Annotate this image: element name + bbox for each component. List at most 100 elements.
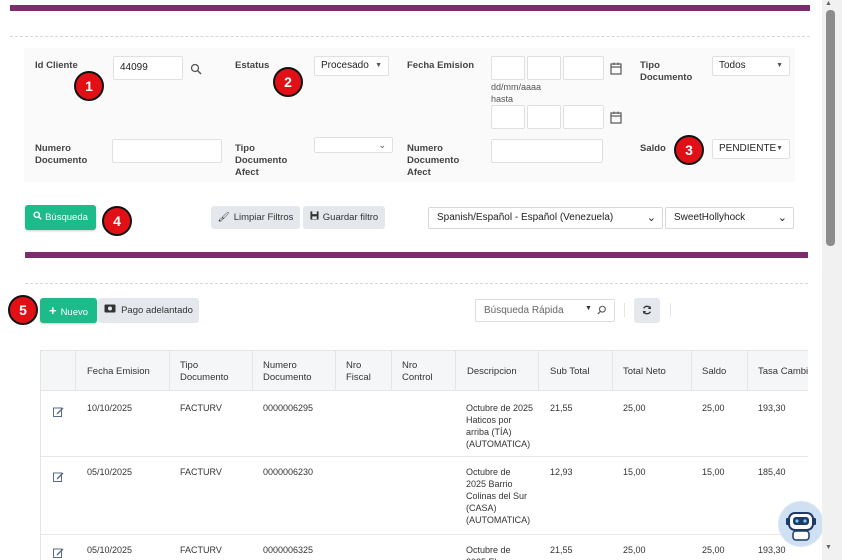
edit-icon[interactable] (53, 547, 64, 560)
chevron-down-icon: ⌄ (777, 212, 787, 224)
chevron-down-icon: ▼ (776, 62, 783, 69)
annotation-badge-3: 3 (674, 135, 704, 165)
quick-search-box[interactable]: Búsqueda Rápida ▼ (475, 299, 615, 322)
date-format-hint: dd/mm/aaaa (491, 82, 542, 92)
refresh-button[interactable] (634, 298, 660, 323)
busqueda-label: Búsqueda (45, 212, 88, 224)
col-divider (612, 351, 613, 391)
fecha-hasta-year[interactable] (563, 105, 604, 129)
cell-saldo: 15,00 (702, 467, 725, 477)
chevron-down-icon: ▼ (375, 62, 382, 69)
calendar-icon[interactable] (610, 111, 622, 124)
col-header-tasa[interactable]: Tasa Cambi (758, 366, 808, 377)
tipo-documento-select[interactable]: Todos ▼ (712, 56, 790, 76)
search-icon[interactable] (190, 63, 202, 75)
fecha-desde-month[interactable] (527, 56, 561, 80)
cell-fecha: 05/10/2025 (87, 545, 133, 555)
calendar-icon[interactable] (610, 62, 622, 75)
cell-subtotal: 21,55 (550, 545, 573, 555)
saldo-select[interactable]: PENDIENTE ▼ (712, 139, 790, 159)
numero-documento-input[interactable] (112, 139, 222, 163)
col-header-totalneto[interactable]: Total Neto (623, 366, 666, 377)
saldo-value: PENDIENTE (719, 143, 777, 154)
estatus-select[interactable]: Procesado ▼ (314, 56, 389, 76)
fecha-desde-year[interactable] (563, 56, 604, 80)
fecha-desde-day[interactable] (491, 56, 525, 80)
col-divider (391, 351, 392, 391)
estatus-value: Procesado (321, 60, 369, 71)
theme-value: SweetHollyhock (674, 212, 746, 223)
saldo-label: Saldo (640, 143, 666, 154)
id-cliente-input[interactable]: 44099 (113, 56, 183, 80)
divider (25, 283, 808, 284)
scroll-down-arrow[interactable]: ▼ (825, 544, 832, 551)
cell-numero: 0000006295 (263, 403, 314, 413)
cell-tipo: FACTURV (180, 467, 222, 477)
nuevo-button[interactable]: + Nuevo (40, 298, 97, 323)
col-header-tipo[interactable]: Tipo Documento (180, 360, 229, 383)
fecha-hasta-month[interactable] (527, 105, 561, 129)
pago-label: Pago adelantado (121, 305, 193, 317)
cell-descripcion: Octubre de 2025 El (466, 545, 511, 560)
scroll-up-arrow[interactable]: ▲ (825, 0, 832, 7)
data-table: Fecha Emision Tipo Documento Numero Docu… (40, 350, 808, 560)
limpiar-filtros-button[interactable]: 🖌 Limpiar Filtros (211, 206, 300, 229)
save-icon (310, 206, 319, 229)
scrollbar-thumb[interactable] (826, 10, 835, 246)
col-header-fiscal[interactable]: Nro Fiscal (346, 360, 371, 383)
toolbar-separator (624, 303, 625, 317)
guardar-label: Guardar filtro (322, 212, 379, 224)
cell-saldo: 25,00 (702, 545, 725, 555)
annotation-badge-2: 2 (273, 67, 303, 97)
quick-search-placeholder: Búsqueda Rápida (484, 305, 564, 316)
tipo-documento-afect-select[interactable]: ⌄ (314, 137, 393, 153)
annotation-badge-4: 4 (102, 206, 132, 236)
cell-numero: 0000006325 (263, 545, 314, 555)
table-row (41, 457, 808, 535)
tipo-documento-label: Tipo Documento (640, 60, 693, 83)
col-divider (538, 351, 539, 391)
col-header-fecha[interactable]: Fecha Emision (87, 366, 150, 377)
id-cliente-label: Id Cliente (35, 60, 78, 71)
language-value: Spanish/Español - Español (Venezuela) (437, 212, 614, 223)
table-header (41, 351, 808, 391)
language-select[interactable]: Spanish/Español - Español (Venezuela) ⌄ (428, 207, 663, 229)
col-header-descripcion[interactable]: Descripcion (467, 366, 517, 377)
numero-documento-label: Numero Documento (35, 143, 88, 166)
annotation-badge-5: 5 (8, 295, 38, 325)
edit-icon[interactable] (53, 406, 64, 420)
top-header-bar (10, 5, 810, 11)
col-header-control[interactable]: Nro Control (402, 360, 433, 383)
col-divider (747, 351, 748, 391)
section-divider-bar (25, 252, 808, 258)
cell-descripcion: Octubre de 2025 Barrio Colinas del Sur (… (466, 467, 531, 525)
busqueda-button[interactable]: Búsqueda (25, 205, 96, 230)
guardar-filtro-button[interactable]: Guardar filtro (303, 206, 385, 229)
fecha-hasta-day[interactable] (491, 105, 525, 129)
chevron-down-icon: ⌄ (378, 140, 386, 150)
caret-down-icon: ▼ (585, 305, 592, 312)
numero-documento-afect-label: Numero Documento Afect (407, 143, 460, 178)
pago-adelantado-button[interactable]: Pago adelantado (98, 298, 199, 323)
theme-select[interactable]: SweetHollyhock ⌄ (665, 207, 794, 229)
cell-tipo: FACTURV (180, 403, 222, 413)
cell-descripcion: Octubre de 2025 Haticos por arriba (TÍA)… (466, 403, 534, 449)
tipo-documento-value: Todos (719, 60, 746, 71)
cell-totalneto: 15,00 (623, 467, 646, 477)
col-header-subtotal[interactable]: Sub Total (550, 366, 590, 377)
col-divider (455, 351, 456, 391)
col-header-numero[interactable]: Numero Documento (263, 360, 312, 383)
cell-tasa: 193,30 (758, 403, 786, 413)
col-divider (169, 351, 170, 391)
edit-icon[interactable] (53, 471, 64, 485)
brush-icon: 🖌 (217, 212, 230, 223)
robot-assistant-icon[interactable] (778, 501, 824, 547)
cell-fecha: 10/10/2025 (87, 403, 133, 413)
table-row (41, 391, 808, 457)
col-header-saldo[interactable]: Saldo (702, 366, 727, 377)
cell-tasa: 185,40 (758, 467, 786, 477)
numero-documento-afect-input[interactable] (491, 139, 603, 163)
tipo-documento-afect-label: Tipo Documento Afect (235, 143, 288, 178)
cell-totalneto: 25,00 (623, 403, 646, 413)
table-row (41, 535, 808, 560)
